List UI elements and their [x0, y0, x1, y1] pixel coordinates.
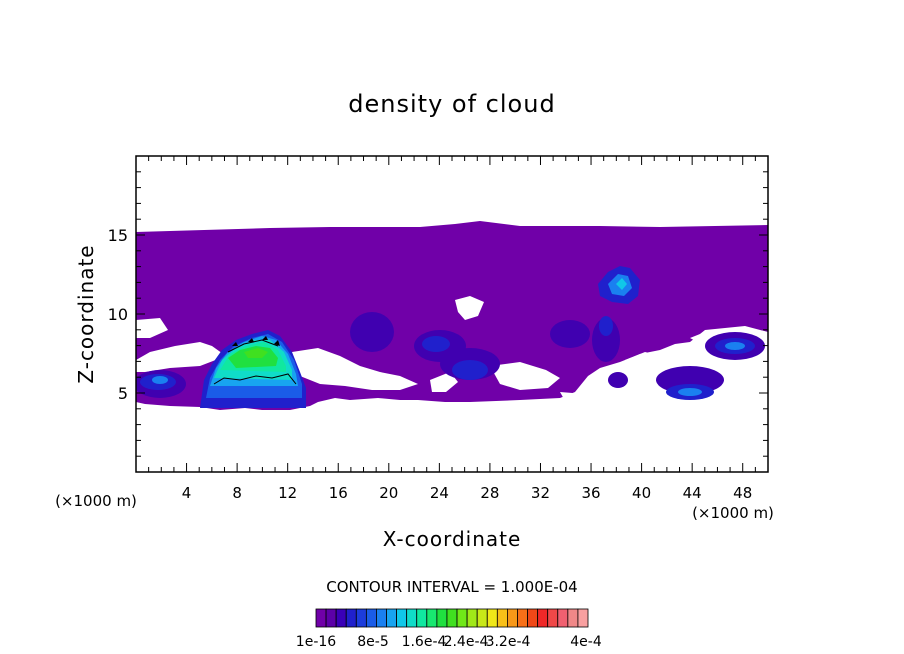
- y-tick-label: 10: [108, 305, 128, 324]
- colorbar-swatch: [527, 608, 539, 628]
- colorbar-swatch: [426, 608, 438, 628]
- colorbar-swatch: [365, 608, 377, 628]
- colorbar-swatch: [436, 608, 448, 628]
- colorbar-swatch: [386, 608, 397, 628]
- colorbar-label: 1.6e-4: [402, 634, 447, 650]
- colorbar-swatch: [396, 608, 408, 628]
- y-axis-label: Z-coordinate: [74, 244, 98, 383]
- y-tick-labels: 5 10 15: [108, 226, 128, 403]
- chart-title: density of cloud: [348, 90, 555, 118]
- x-tick-label: 32: [531, 484, 550, 502]
- colorbar-swatch: [345, 608, 357, 628]
- x-tick-label: 12: [278, 484, 297, 502]
- colorbar-labels: 1e-16 8e-5 1.6e-42.4e-43.2e-4 4e-4: [296, 634, 602, 650]
- x-tick-label: 36: [581, 484, 600, 502]
- colorbar-swatch: [547, 608, 559, 628]
- y-tick-label: 5: [118, 384, 128, 403]
- colorbar-swatch: [416, 608, 428, 628]
- y-tick-label: 15: [108, 226, 128, 245]
- colorbar-swatch: [456, 608, 468, 628]
- x-tick-label: 16: [329, 484, 348, 502]
- colorbar-swatch: [446, 608, 458, 628]
- colorbar-label: 4e-4: [570, 634, 602, 650]
- x-tick-label: 28: [480, 484, 499, 502]
- colorbar-swatch: [376, 608, 387, 628]
- colorbar-swatch: [496, 608, 508, 628]
- x-unit-left: (×1000 m): [55, 492, 137, 510]
- x-tick-label: 48: [733, 484, 752, 502]
- colorbar-swatch: [567, 608, 579, 628]
- colorbar: [315, 608, 589, 628]
- colorbar-swatch: [406, 608, 418, 628]
- colorbar-swatch: [577, 608, 589, 628]
- colorbar-swatch: [507, 608, 518, 628]
- colorbar-label: 1e-16: [296, 634, 336, 650]
- colorbar-label: 3.2e-4: [486, 634, 531, 650]
- colorbar-swatch: [325, 608, 337, 628]
- colorbar-swatch: [466, 608, 478, 628]
- colorbar-swatch: [315, 608, 327, 628]
- colorbar-label: 8e-5: [357, 634, 388, 650]
- x-axis-label: X-coordinate: [383, 527, 522, 551]
- colorbar-swatch: [537, 608, 549, 628]
- x-tick-label: 44: [683, 484, 702, 502]
- colorbar-swatch: [517, 608, 528, 628]
- x-tick-labels: 4 8 12 16 20 24 28 32 36 40 44 48: [182, 484, 752, 502]
- colorbar-swatch: [476, 608, 488, 628]
- colorbar-swatch: [355, 608, 367, 628]
- x-tick-label: 20: [379, 484, 398, 502]
- x-tick-label: 40: [632, 484, 651, 502]
- contour-field: [136, 221, 768, 410]
- colorbar-swatch: [335, 608, 347, 628]
- x-tick-label: 24: [430, 484, 449, 502]
- x-tick-label: 4: [182, 484, 192, 502]
- axis-ticks: [136, 156, 768, 472]
- colorbar-swatch: [486, 608, 498, 628]
- colorbar-label: 2.4e-4: [444, 634, 489, 650]
- contour-interval-text: CONTOUR INTERVAL = 1.000E-04: [326, 578, 577, 596]
- x-unit-right: (×1000 m): [692, 504, 774, 522]
- x-tick-label: 8: [232, 484, 242, 502]
- colorbar-swatch: [557, 608, 569, 628]
